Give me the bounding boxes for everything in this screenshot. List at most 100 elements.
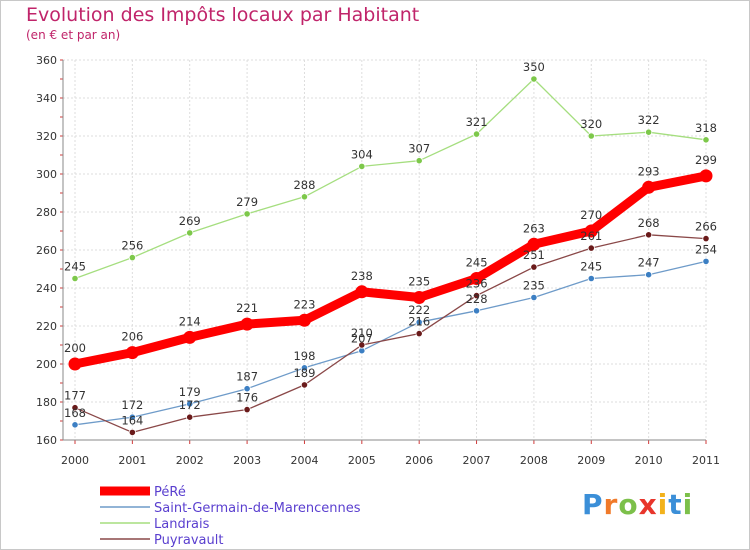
data-label-saint-germain-de-marencennes: 207 [351,332,373,346]
logo-letter: P [582,488,604,521]
series-line-puyravault [74,234,707,434]
x-tick-label: 2002 [176,454,204,467]
data-point-puyravault [415,329,423,338]
x-tick-label: 2011 [692,454,720,467]
data-label-landrais: 320 [580,117,602,131]
data-point-pere [297,313,311,327]
data-point-saint-germain-de-marencennes [128,413,136,421]
data-point-pere [355,285,369,299]
data-point-puyravault [587,244,595,252]
data-label-landrais: 304 [351,147,373,161]
data-label-pere: 200 [64,341,86,355]
data-label-puyravault: 266 [695,220,717,234]
axes: 160 180 200 220 240 260 280 300 320 340 360 2000 200… [36,54,720,467]
data-point-landrais [300,193,309,201]
data-point-pere [183,330,197,344]
data-label-puyravault: 176 [236,391,258,405]
data-point-pere [125,346,139,360]
grid [63,59,707,441]
data-point-landrais [645,128,653,136]
data-label-saint-germain-de-marencennes: 247 [638,256,660,270]
data-label-puyravault: 164 [121,413,143,427]
data-label-pere: 270 [580,208,602,222]
data-label-landrais: 245 [64,260,86,274]
data-point-saint-germain-de-marencennes [71,421,79,429]
data-label-saint-germain-de-marencennes: 179 [179,385,201,399]
data-label-landrais: 288 [293,178,315,192]
data-point-puyravault [530,263,538,271]
data-point-puyravault [300,381,309,389]
data-point-pere [699,169,713,183]
data-point-puyravault [71,404,79,412]
data-label-puyravault: 251 [523,248,545,262]
y-tick-label: 160 [36,434,57,447]
x-tick-label: 2005 [348,454,376,467]
chart-title: Evolution des Impôts locaux par Habitant [26,4,420,26]
data-label-saint-germain-de-marencennes: 222 [408,303,430,317]
data-label-pere: 235 [408,275,430,289]
data-point-pere [68,357,82,371]
logo-letter: i [657,488,669,521]
data-label-saint-germain-de-marencennes: 254 [695,242,717,256]
y-tick-label: 320 [36,130,57,143]
x-tick-label: 2000 [61,454,89,467]
data-point-saint-germain-de-marencennes [645,271,653,279]
data-label-puyravault: 236 [466,277,488,291]
chart-subtitle: (en € et par an) [26,28,121,42]
data-label-landrais: 322 [638,113,660,127]
series-line-pere [70,171,711,369]
x-tick-label: 2001 [118,454,146,467]
data-point-landrais [415,157,423,165]
data-label-saint-germain-de-marencennes: 235 [523,279,545,293]
logo-letter: t [668,488,683,521]
data-label-landrais: 279 [236,195,258,209]
data-point-puyravault [186,413,194,421]
data-point-pere [527,237,541,251]
legend-label-puyravault: Puyravault [154,533,223,548]
data-point-pere [412,291,426,304]
y-tick-label: 280 [36,206,57,219]
y-tick-label: 200 [36,358,57,371]
data-point-pere [470,272,484,285]
data-label-pere: 245 [466,256,488,270]
data-label-pere: 263 [523,221,545,235]
series-line-saint-germain-de-marencennes [74,260,707,426]
y-tick-label: 240 [36,282,57,295]
data-label-puyravault: 261 [580,229,602,243]
data-point-puyravault [243,405,251,414]
data-label-pere: 206 [121,330,143,344]
legend-label-pere: PéRé [154,485,186,500]
data-label-landrais: 269 [179,214,201,228]
data-point-saint-germain-de-marencennes [702,257,710,265]
data-point-pere [584,224,598,238]
logo-letter: r [603,488,619,521]
data-point-puyravault [358,341,366,349]
data-label-pere: 214 [179,314,201,328]
data-label-landrais: 307 [408,142,430,156]
data-label-pere: 299 [695,153,717,167]
logo-letter: o [618,488,639,521]
logo-letter: x [638,488,658,521]
data-label-landrais: 321 [466,115,488,129]
data-point-landrais [71,274,79,283]
data-label-landrais: 350 [523,60,545,74]
legend: PéRéSaint-Germain-de-MarencennesLandrais… [100,485,361,548]
data-point-landrais [472,130,481,138]
data-point-saint-germain-de-marencennes [530,293,538,302]
data-label-saint-germain-de-marencennes: 245 [580,260,602,274]
logo-letter: i [682,488,694,521]
data-point-pere [240,317,254,331]
data-point-puyravault [645,231,653,239]
y-tick-label: 260 [36,244,57,257]
x-tick-label: 2006 [405,454,433,467]
data-point-saint-germain-de-marencennes [472,307,481,315]
x-tick-label: 2010 [635,454,663,467]
data-point-landrais [587,132,595,140]
data-label-pere: 293 [638,164,660,178]
data-label-puyravault: 177 [64,389,86,403]
data-label-puyravault: 189 [293,366,315,380]
data-label-puyravault: 268 [638,216,660,230]
data-point-puyravault [472,291,481,300]
